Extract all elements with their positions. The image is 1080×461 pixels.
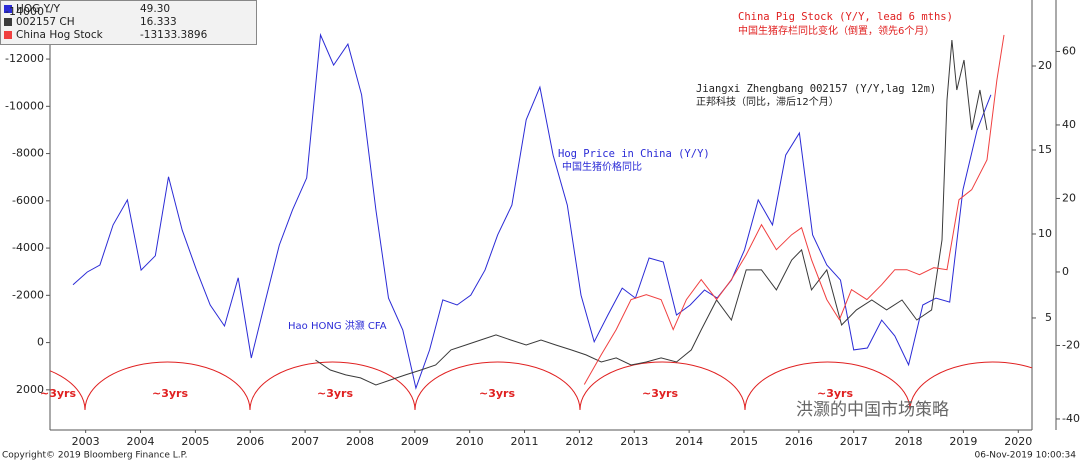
y2-tick-label: -20: [1062, 338, 1080, 351]
legend-value: -13133.3896: [140, 29, 208, 41]
x-tick-label: 2020: [1004, 435, 1032, 448]
y-tick-label: -12000: [5, 52, 44, 65]
annotation: China Pig Stock (Y/Y, lead 6 mths): [738, 11, 953, 23]
x-tick-label: 2003: [72, 435, 100, 448]
timestamp: 06-Nov-2019 10:00:34: [975, 451, 1077, 461]
y2-tick-label: 60: [1062, 44, 1076, 57]
annotation: 正邦科技（同比，滞后12个月）: [696, 95, 839, 108]
legend-label: China Hog Stock: [16, 29, 104, 41]
cycle-label: ~3yrs: [642, 387, 678, 400]
cycle-label: ~3yrs: [152, 387, 188, 400]
annotation: 中国生猪价格同比: [562, 160, 642, 173]
x-tick-label: 2011: [511, 435, 539, 448]
x-tick-label: 2005: [181, 435, 209, 448]
annotation: Hog Price in China (Y/Y): [558, 148, 710, 160]
legend-box: [0, 0, 257, 45]
y2-tick-label: 0: [1062, 265, 1069, 278]
cycle-arc: [84, 361, 251, 411]
x-tick-label: 2010: [456, 435, 484, 448]
y3-tick-label: 10: [1038, 227, 1052, 240]
series-lines: [72, 32, 1005, 390]
x-tick-label: 2007: [291, 435, 319, 448]
y-tick-label: -14000: [5, 5, 44, 18]
cycle-arc: [744, 361, 911, 411]
y-tick-label: -8000: [12, 147, 44, 160]
legend-swatch: [4, 5, 12, 13]
legend-swatch: [4, 31, 12, 39]
x-tick-label: 2009: [401, 435, 429, 448]
x-tick-label: 2004: [127, 435, 155, 448]
legend-label: 002157 CH: [16, 16, 75, 28]
legend-swatch: [4, 18, 12, 26]
cycle-arc: [909, 361, 1032, 411]
y-tick-label: 0: [37, 336, 44, 349]
x-tick-label: 2018: [895, 435, 923, 448]
series-line: [315, 39, 988, 386]
x-tick-label: 2013: [620, 435, 648, 448]
y-tick-label: -6000: [12, 194, 44, 207]
cycle-arc: [414, 361, 581, 411]
x-tick-label: 2012: [565, 435, 593, 448]
y2-tick-label: 40: [1062, 118, 1076, 131]
cycle-arcs: [50, 361, 1032, 411]
y3-tick-label: 15: [1038, 143, 1052, 156]
y-tick-label: 2000: [16, 383, 44, 396]
cycle-label: ~3yrs: [40, 387, 76, 400]
annotation: Hao HONG 洪灏 CFA: [288, 320, 387, 332]
legend-value: 49.30: [140, 3, 170, 15]
y2-tick-label: -40: [1062, 412, 1080, 425]
cycle-label: ~3yrs: [317, 387, 353, 400]
watermark: 洪灏的中国市场策略: [796, 400, 949, 420]
cycle-label: ~3yrs: [817, 387, 853, 400]
y-tick-label: -10000: [5, 99, 44, 112]
x-tick-label: 2014: [675, 435, 703, 448]
x-tick-label: 2015: [730, 435, 758, 448]
x-tick-label: 2017: [840, 435, 868, 448]
y-tick-label: -4000: [12, 241, 44, 254]
legend-value: 16.333: [140, 16, 177, 28]
cycle-arc: [579, 361, 746, 411]
x-tick-label: 2006: [236, 435, 264, 448]
cycle-arc: [50, 370, 86, 411]
series-line: [72, 32, 992, 390]
y2-tick-label: 20: [1062, 191, 1076, 204]
copyright: Copyright© 2019 Bloomberg Finance L.P.: [2, 451, 187, 461]
cycle-arc: [249, 361, 416, 411]
annotation: Jiangxi Zhengbang 002157 (Y/Y,lag 12m): [696, 83, 936, 95]
series-line: [583, 34, 1005, 385]
y3-tick-label: 5: [1045, 311, 1052, 324]
x-tick-label: 2008: [346, 435, 374, 448]
y3-tick-label: 20: [1038, 59, 1052, 72]
cycle-label: ~3yrs: [479, 387, 515, 400]
x-tick-label: 2016: [785, 435, 813, 448]
y-tick-label: -2000: [12, 288, 44, 301]
annotation: 中国生猪存栏同比变化（倒置，领先6个月）: [738, 24, 934, 37]
x-tick-label: 2019: [949, 435, 977, 448]
